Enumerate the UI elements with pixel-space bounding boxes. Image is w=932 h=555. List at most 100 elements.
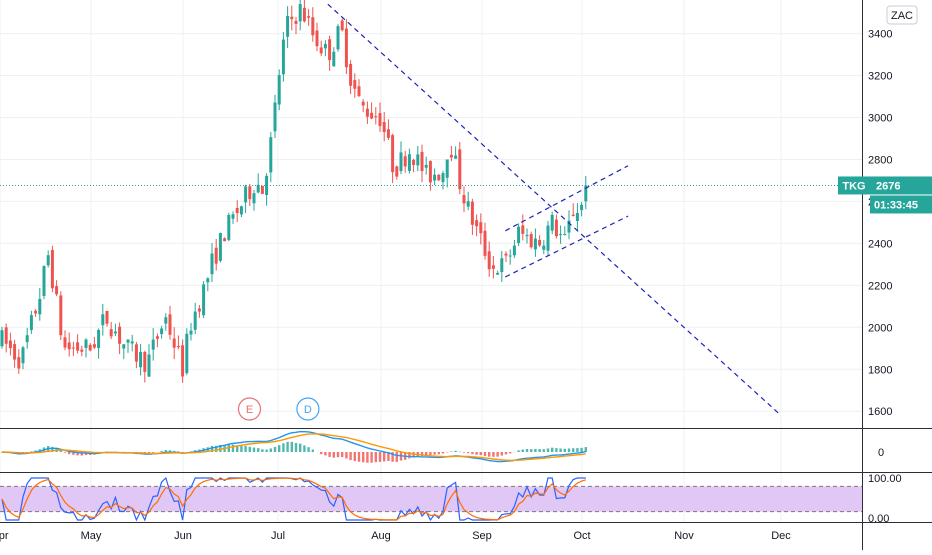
candle-106 xyxy=(446,160,449,188)
macd-hist-bar xyxy=(484,452,486,456)
macd-hist-bar xyxy=(526,449,528,452)
candle-body xyxy=(521,225,524,234)
macd-hist-bar xyxy=(299,444,301,452)
osc-tick-0: 0.00 xyxy=(868,513,889,525)
candles xyxy=(1,0,588,383)
candle-125 xyxy=(526,228,529,243)
macd-hist-bar xyxy=(152,452,154,453)
candle-body xyxy=(505,254,508,256)
trendline-2 xyxy=(505,166,628,231)
grid xyxy=(0,0,862,522)
candle-35 xyxy=(148,344,151,377)
candle-body xyxy=(479,222,482,233)
candle-body xyxy=(164,317,167,323)
candle-94 xyxy=(395,166,398,180)
macd-hist-bar xyxy=(438,452,440,454)
candle-121 xyxy=(509,249,512,264)
time-tick-sep: Sep xyxy=(472,530,492,542)
candle-98 xyxy=(412,159,415,172)
candle-body xyxy=(244,186,247,202)
candle-body xyxy=(47,255,50,265)
candle-body xyxy=(34,311,37,314)
time-axis[interactable]: AprMayJunJulAugSepOctNovDec xyxy=(0,530,791,542)
macd-hist-bar xyxy=(375,452,377,462)
macd-hist-bar xyxy=(333,452,335,458)
candle-85 xyxy=(358,79,361,97)
candle-22 xyxy=(93,337,96,349)
candle-body xyxy=(383,122,386,132)
candle-body xyxy=(72,348,75,349)
candle-96 xyxy=(404,151,407,173)
candle-body xyxy=(286,16,289,37)
candle-128 xyxy=(538,235,541,247)
candle-30 xyxy=(127,339,130,353)
candle-40 xyxy=(169,306,172,340)
candle-body xyxy=(366,109,369,117)
macd-hist-bar xyxy=(345,452,347,459)
macd-hist-bar xyxy=(454,451,456,452)
candle-body xyxy=(416,154,419,165)
last-price-text: 2676 xyxy=(876,180,900,192)
time-tick-dec: Dec xyxy=(771,530,791,542)
candle-body xyxy=(290,17,293,19)
macd-hist-bar xyxy=(249,447,251,452)
candle-97 xyxy=(408,149,411,174)
macd-hist-bar xyxy=(547,448,549,452)
candle-23 xyxy=(97,328,100,358)
candle-body xyxy=(68,342,71,349)
macd-hist-bar xyxy=(471,452,473,454)
candle-body xyxy=(349,64,352,86)
candle-body xyxy=(26,335,29,342)
candle-body xyxy=(337,26,340,49)
candle-body xyxy=(437,175,440,180)
macd-hist-bar xyxy=(312,450,314,452)
macd-hist-bar xyxy=(160,451,162,452)
candle-body xyxy=(555,220,558,237)
candle-body xyxy=(362,102,365,106)
candle-80 xyxy=(337,24,340,52)
macd-hist-bar xyxy=(463,452,465,453)
candle-body xyxy=(488,251,491,269)
candle-body xyxy=(274,103,277,132)
candle-47 xyxy=(198,305,201,318)
candle-31 xyxy=(131,335,134,351)
macd-hist-bar xyxy=(320,452,322,454)
candle-body xyxy=(387,129,390,138)
candle-45 xyxy=(190,323,193,341)
price-tick-3: 2800 xyxy=(868,154,892,166)
candle-body xyxy=(253,193,256,203)
macd-hist-bar xyxy=(362,452,364,462)
candle-81 xyxy=(341,18,344,31)
candle-body xyxy=(513,246,516,256)
candle-body xyxy=(425,165,428,168)
candle-88 xyxy=(370,102,373,119)
candle-110 xyxy=(463,186,466,212)
candle-body xyxy=(295,21,298,24)
candle-body xyxy=(341,20,344,30)
macd-hist-bar xyxy=(341,452,343,457)
macd-hist-bar xyxy=(291,442,293,452)
candle-body xyxy=(219,233,222,261)
candle-77 xyxy=(324,40,327,56)
candle-body xyxy=(152,340,155,350)
candle-body xyxy=(227,215,230,240)
macd-hist-bar xyxy=(366,452,368,463)
event-marker-e: E xyxy=(239,398,261,420)
candle-104 xyxy=(437,174,440,181)
candle-body xyxy=(211,254,214,275)
candle-139 xyxy=(584,176,587,209)
macd-hist-bar xyxy=(240,446,242,452)
candle-body xyxy=(467,201,470,206)
candle-123 xyxy=(517,223,520,246)
candle-20 xyxy=(85,338,88,357)
candle-11 xyxy=(47,250,50,267)
candle-60 xyxy=(253,190,256,211)
macd-line xyxy=(2,432,586,462)
candle-58 xyxy=(244,185,247,213)
price-axis[interactable]: 3400320030002800260024002200200018001600… xyxy=(868,6,917,525)
candle-body xyxy=(412,160,415,165)
candle-72 xyxy=(303,0,306,23)
macd-hist-bar xyxy=(370,452,372,463)
